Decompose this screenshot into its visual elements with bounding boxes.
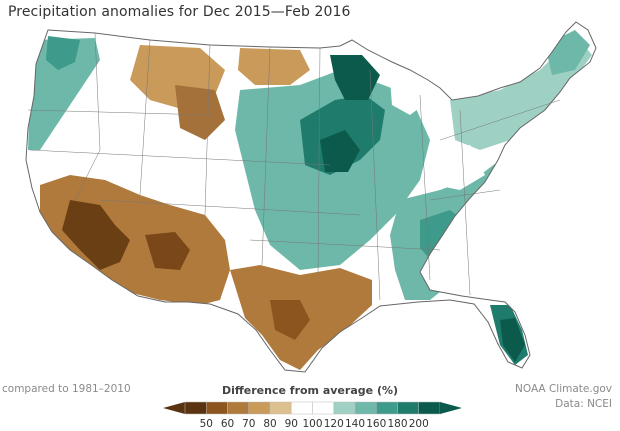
legend-arrow-wet xyxy=(440,402,462,414)
baseline-note: compared to 1981–2010 xyxy=(2,383,131,395)
legend-swatch xyxy=(312,401,334,415)
legend-tick-label: 50 xyxy=(200,418,213,430)
wet-region-pacific-northwest xyxy=(28,38,100,150)
legend-swatch xyxy=(248,401,271,415)
legend-tick-label: 100 xyxy=(302,418,322,430)
map-title: Precipitation anomalies for Dec 2015—Feb… xyxy=(8,4,351,20)
legend-tick-label: 60 xyxy=(221,418,234,430)
credit-org: NOAA Climate.gov xyxy=(515,383,612,395)
legend-swatch xyxy=(291,401,313,415)
dry-region-arizona-core xyxy=(145,232,190,270)
wet-region-florida-core xyxy=(500,318,525,362)
precipitation-anomaly-map xyxy=(25,21,597,373)
color-legend: 50 60 70 80 90 100 120 140 160 180 200 xyxy=(163,401,462,430)
state-borders xyxy=(27,32,561,301)
legend-tick-label: 200 xyxy=(409,418,429,430)
legend-swatch xyxy=(397,401,419,415)
near-normal-region-ohio xyxy=(430,145,485,190)
legend-swatch xyxy=(354,401,377,415)
dry-region-southwest-core xyxy=(62,200,130,270)
legend-title-text: Difference from average xyxy=(221,384,374,397)
legend-tick-label: 140 xyxy=(345,418,365,430)
legend-swatch xyxy=(206,401,228,415)
wet-region-iowa-core xyxy=(320,130,360,172)
legend-swatch xyxy=(184,401,207,415)
legend-tick-label: 180 xyxy=(387,418,407,430)
wet-region-upper-midwest xyxy=(330,55,380,100)
legend-swatch xyxy=(269,401,292,415)
legend-swatch xyxy=(227,401,249,415)
dry-region-texas-core xyxy=(270,300,310,340)
legend-title: Difference from average (%) xyxy=(0,384,620,397)
legend-swatch xyxy=(376,401,398,415)
legend-swatch xyxy=(418,401,441,415)
dry-region-north-plains xyxy=(238,48,310,85)
dry-region-wyoming xyxy=(175,85,225,140)
legend-tick-label: 80 xyxy=(263,418,276,430)
legend-tick-label: 90 xyxy=(285,418,298,430)
legend-tick-label: 70 xyxy=(242,418,255,430)
legend-tick-label: 160 xyxy=(366,418,386,430)
legend-unit: (%) xyxy=(376,384,399,397)
credit-data: Data: NCEI xyxy=(555,398,612,410)
legend-tick-label: 120 xyxy=(324,418,344,430)
near-normal-region-great-lakes xyxy=(390,78,430,115)
wet-region-pacific-northwest-core xyxy=(46,36,80,70)
legend-swatch xyxy=(333,401,356,415)
legend-arrow-dry xyxy=(163,402,185,414)
